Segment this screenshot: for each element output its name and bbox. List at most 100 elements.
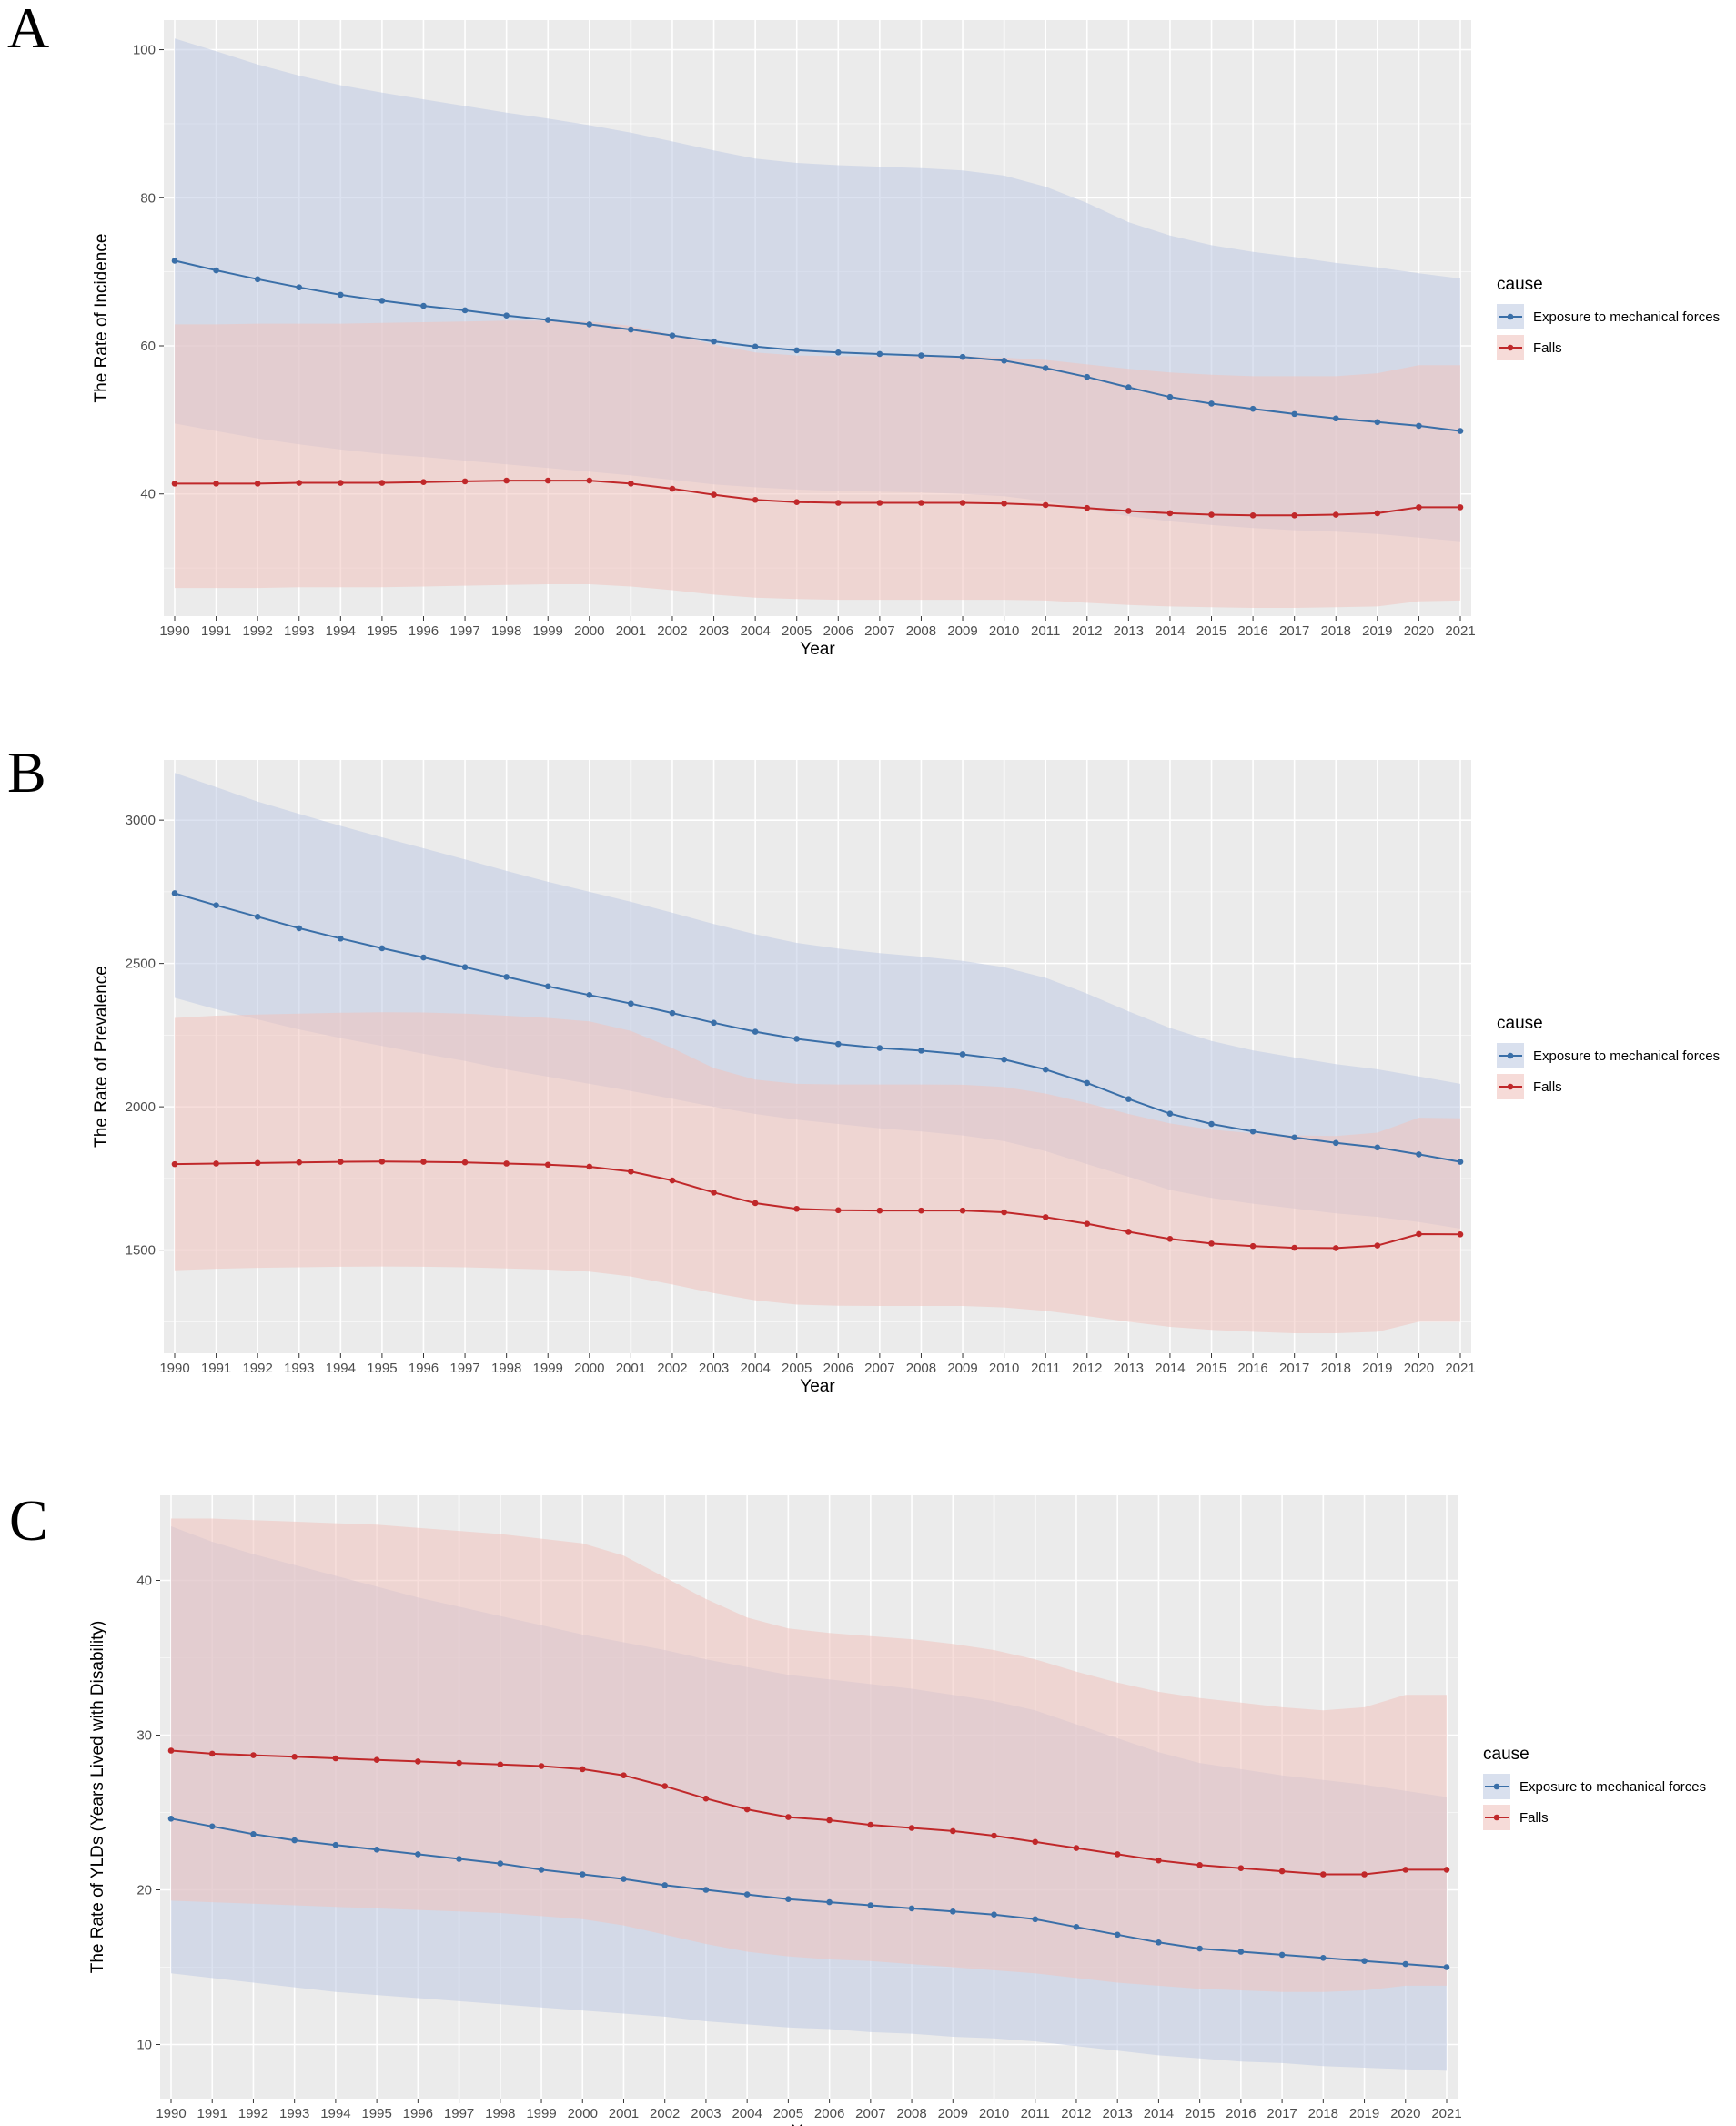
data-point xyxy=(378,1158,386,1165)
x-tick-label: 1991 xyxy=(197,2106,227,2121)
y-tick-label: 40 xyxy=(140,487,156,502)
data-point xyxy=(296,284,303,291)
chart-panel-b: B 1500 2000 2500 3000 1990 1991 1992 1993 1994 199… xyxy=(7,740,1720,1396)
y-tick-label: 100 xyxy=(133,43,156,58)
data-point xyxy=(702,1887,710,1893)
x-tick-label: 1990 xyxy=(159,1361,189,1376)
data-point xyxy=(621,1772,627,1778)
data-point xyxy=(1237,1949,1245,1955)
data-point xyxy=(669,332,676,339)
legend-title: cause xyxy=(1497,275,1543,294)
data-point xyxy=(1208,1120,1215,1128)
data-point xyxy=(503,477,510,484)
x-tick-label: 1990 xyxy=(156,2106,186,2121)
data-point xyxy=(544,983,551,990)
x-tick-label: 2010 xyxy=(989,1361,1019,1376)
x-tick-label: 1999 xyxy=(526,2106,556,2121)
data-point xyxy=(867,1902,874,1908)
y-tick-label: 40 xyxy=(136,1574,152,1589)
data-point xyxy=(171,890,178,896)
x-tick-label: 2012 xyxy=(1072,1361,1102,1376)
legend-key-point xyxy=(1493,1814,1500,1821)
y-tick-label: 3000 xyxy=(126,813,156,828)
data-point xyxy=(1156,1939,1162,1946)
data-point xyxy=(461,964,469,971)
uncertainty-band-falls xyxy=(175,320,1460,608)
data-point xyxy=(628,1169,634,1175)
data-point xyxy=(1332,511,1339,518)
data-point xyxy=(456,1759,462,1767)
data-point xyxy=(1416,504,1422,511)
data-point xyxy=(918,1048,924,1054)
x-tick-label: 1993 xyxy=(279,2106,309,2121)
y-axis-title: The Rate of Prevalence xyxy=(92,966,111,1148)
data-point xyxy=(378,945,386,952)
legend-item-mechanical-forces: Exposure to mechanical forces xyxy=(1533,1048,1720,1064)
data-point xyxy=(1001,1056,1007,1063)
x-tick-label: 2016 xyxy=(1226,2106,1256,2121)
data-point xyxy=(420,479,427,486)
data-point xyxy=(1249,405,1257,412)
data-point xyxy=(167,1747,175,1754)
series-line-mechanical-forces xyxy=(174,259,1461,432)
data-point xyxy=(1196,1945,1203,1952)
x-tick-label: 2011 xyxy=(1021,2106,1050,2121)
data-point xyxy=(876,1207,883,1214)
y-axis-title: The Rate of Incidence xyxy=(92,234,111,403)
data-point xyxy=(743,1891,751,1898)
x-tick-label: 2004 xyxy=(740,1361,770,1376)
data-point xyxy=(918,352,924,359)
data-point xyxy=(586,991,593,998)
data-point xyxy=(586,477,593,484)
x-tick-label: 2012 xyxy=(1072,623,1102,639)
data-point xyxy=(908,1905,915,1912)
x-tick-label: 2004 xyxy=(740,623,770,639)
x-tick-label: 1995 xyxy=(361,2106,391,2121)
x-tick-label: 2016 xyxy=(1237,1361,1267,1376)
x-tick-label: 2019 xyxy=(1349,2106,1379,2121)
data-point xyxy=(579,1871,586,1878)
data-point xyxy=(908,1825,915,1831)
x-tick-label: 2006 xyxy=(814,2106,844,2121)
x-tick-label: 1992 xyxy=(242,1361,272,1376)
x-tick-label: 1990 xyxy=(159,623,189,639)
x-tick-label: 1993 xyxy=(284,623,314,639)
data-point xyxy=(213,1160,219,1167)
data-point xyxy=(1291,410,1297,418)
data-point xyxy=(1196,1862,1203,1868)
data-point xyxy=(949,1827,956,1835)
data-point xyxy=(254,913,261,920)
data-point xyxy=(918,500,924,506)
data-point xyxy=(752,496,759,503)
x-tick-label: 2002 xyxy=(657,623,687,639)
x-tick-label: 2008 xyxy=(896,2106,926,2121)
data-point xyxy=(876,350,883,358)
series-line-falls xyxy=(170,1749,1447,1876)
data-point xyxy=(752,343,759,350)
x-axis-title: Year xyxy=(792,2122,827,2126)
data-point xyxy=(250,1752,257,1758)
data-point xyxy=(834,1040,842,1048)
x-tick-label: 1998 xyxy=(485,2106,515,2121)
data-point xyxy=(1084,1079,1091,1087)
data-point xyxy=(291,1754,298,1760)
x-tick-label: 2005 xyxy=(782,623,812,639)
data-point xyxy=(503,312,510,319)
data-point xyxy=(1416,422,1422,430)
x-tick-label: 2004 xyxy=(732,2106,762,2121)
data-point xyxy=(338,480,344,486)
data-point xyxy=(338,291,344,299)
data-point xyxy=(254,481,261,487)
data-point xyxy=(1084,504,1091,511)
data-point xyxy=(1073,1924,1080,1930)
data-point xyxy=(1125,508,1132,514)
data-point xyxy=(332,1841,339,1848)
x-tick-label: 2017 xyxy=(1279,1361,1309,1376)
x-tick-label: 1996 xyxy=(403,2106,433,2121)
data-point xyxy=(544,477,551,484)
data-point xyxy=(1208,511,1215,518)
x-tick-label: 1997 xyxy=(449,623,479,639)
x-tick-label: 1999 xyxy=(533,623,563,639)
data-point xyxy=(628,1000,634,1007)
x-tick-label: 2006 xyxy=(823,1361,853,1376)
